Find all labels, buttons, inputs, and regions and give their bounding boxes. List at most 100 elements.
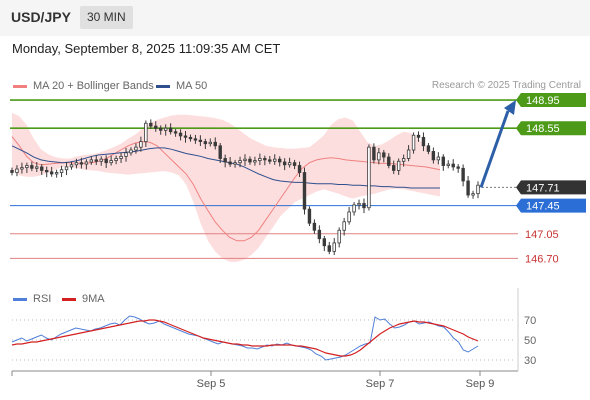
candle-body: [193, 138, 198, 141]
candle-body: [168, 127, 173, 133]
candle-body: [54, 172, 59, 175]
candle-body: [233, 162, 237, 165]
candle-body: [30, 165, 34, 169]
candle-body: [411, 134, 416, 151]
candle-body: [40, 166, 44, 171]
candle-body: [134, 146, 138, 151]
candle-body: [59, 169, 64, 173]
candle-body: [129, 149, 133, 154]
candle-body: [45, 170, 49, 173]
candle-body: [297, 165, 302, 173]
candle-body: [183, 135, 188, 138]
candle-body: [64, 166, 69, 171]
legend-rsi-ma: 9MA: [62, 293, 105, 305]
candle-body: [208, 141, 212, 145]
candle-body: [456, 166, 460, 169]
candle-body: [124, 152, 128, 157]
candle-body: [198, 139, 203, 142]
level-tag-bg: [516, 180, 586, 195]
candle-body: [287, 162, 292, 166]
candle-body: [35, 166, 39, 169]
level-tag-bg: [516, 121, 586, 136]
candle-body: [109, 160, 113, 164]
level-label: 148.55: [526, 123, 560, 135]
candle-body: [119, 155, 123, 159]
candle-body: [25, 165, 29, 169]
level-tag-147.05: 147.05: [525, 229, 559, 241]
candle-body: [406, 149, 411, 159]
candle-body: [159, 127, 163, 131]
candle-body: [352, 204, 356, 213]
bollinger-swatch: [13, 84, 27, 88]
legend-rsi: RSI: [13, 293, 51, 305]
candle-body: [362, 203, 366, 209]
header-bar: USD/JPY 30 MIN: [0, 0, 590, 36]
candle-body: [466, 180, 470, 196]
candle-body: [476, 184, 480, 195]
legend-rsi-ma-label: 9MA: [82, 293, 105, 305]
legend-ma50-label: MA 50: [176, 80, 208, 92]
candle-body: [69, 164, 74, 168]
candle-body: [282, 161, 287, 166]
candle-body: [327, 245, 331, 252]
candle-body: [441, 156, 445, 166]
level-tag-148.95: 148.95: [516, 93, 586, 108]
candle-body: [144, 122, 148, 142]
level-label: 146.70: [525, 253, 559, 265]
candle-body: [357, 203, 361, 206]
candle-body: [268, 159, 272, 162]
level-label: 148.95: [526, 95, 560, 107]
candle-body: [74, 162, 79, 166]
level-label: 147.45: [526, 201, 560, 213]
candle-body: [451, 163, 455, 168]
candle-body: [163, 127, 168, 131]
candle-body: [139, 141, 143, 148]
candle-body: [471, 193, 475, 196]
level-tag-bg: [516, 93, 586, 108]
candle-body: [278, 158, 282, 163]
rsi-ma-swatch: [62, 297, 76, 301]
candle-body: [302, 172, 307, 210]
level-label: 147.05: [525, 229, 559, 241]
candle-body: [263, 158, 267, 161]
candle-body: [347, 211, 351, 223]
candle-body: [332, 242, 336, 252]
time-tick-label: Sep 7: [366, 378, 395, 390]
level-tag-147.71: 147.71: [516, 180, 586, 195]
candle-body: [10, 170, 14, 173]
level-tag-147.45: 147.45: [516, 198, 586, 213]
level-tag-bg: [516, 198, 586, 213]
candle-body: [114, 158, 118, 161]
candle-body: [317, 229, 322, 240]
candle-body: [337, 229, 341, 244]
time-tick-label: Sep 5: [197, 378, 226, 390]
candle-body: [446, 163, 450, 166]
candle-body: [461, 167, 465, 182]
candle-body: [322, 238, 327, 247]
candle-body: [173, 131, 178, 134]
level-tag-146.70: 146.70: [525, 253, 559, 265]
bollinger-band-area: [12, 112, 440, 262]
candle-body: [416, 134, 421, 138]
candle-body: [84, 161, 89, 165]
projection-arrow-shaft: [479, 110, 510, 188]
candle-body: [426, 145, 431, 152]
legend-rsi-label: RSI: [33, 293, 52, 305]
rsi-tick-50: 50: [524, 335, 536, 347]
legend-ma50: MA 50: [156, 80, 207, 92]
candle-body: [421, 136, 426, 147]
symbol-label[interactable]: USD/JPY: [11, 9, 71, 25]
candle-body: [149, 122, 153, 127]
candle-body: [372, 146, 376, 161]
projection-arrow-head: [504, 100, 516, 116]
time-tick-label: Sep 9: [466, 378, 495, 390]
level-label: 147.71: [526, 182, 560, 194]
research-credit: Research © 2025 Trading Central: [431, 80, 581, 91]
interval-button[interactable]: 30 MIN: [80, 6, 133, 29]
level-tag-148.55: 148.55: [516, 121, 586, 136]
candle-body: [49, 171, 54, 175]
candle-body: [401, 158, 406, 162]
candle-body: [342, 221, 346, 231]
rsi-swatch: [13, 297, 27, 301]
